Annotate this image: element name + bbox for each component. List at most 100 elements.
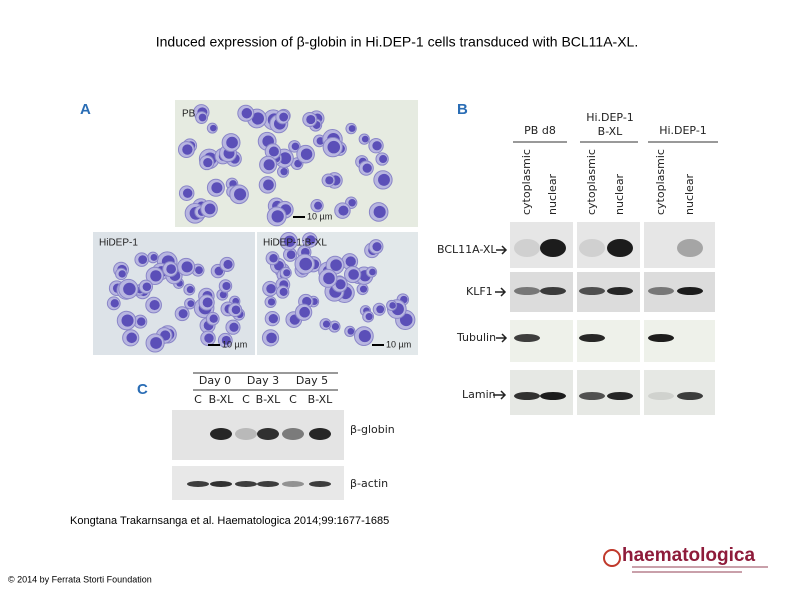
lane-label: B-XL: [209, 393, 235, 406]
nucleus: [279, 287, 288, 296]
band: [579, 334, 605, 342]
nucleus: [219, 291, 227, 299]
nucleus: [221, 335, 231, 345]
band: [677, 239, 703, 257]
nucleus: [268, 313, 278, 324]
nucleus: [110, 299, 119, 308]
band: [540, 239, 566, 257]
nucleus: [137, 317, 146, 326]
nucleus: [126, 332, 137, 344]
nucleus: [241, 108, 253, 119]
lane-gap: [573, 222, 577, 415]
nucleus: [372, 242, 382, 252]
band: [648, 334, 674, 342]
nucleus: [299, 306, 310, 318]
band: [607, 239, 633, 257]
nucleus: [223, 259, 233, 270]
nucleus: [379, 155, 388, 164]
nucleus: [325, 176, 334, 185]
band: [210, 481, 232, 487]
nucleus: [279, 112, 289, 122]
lane-label: nuclear: [546, 173, 559, 215]
nucleus: [291, 142, 300, 151]
nucleus: [204, 333, 214, 343]
nucleus: [198, 113, 207, 122]
citation: Kongtana Trakarnsanga et al. Haematologi…: [70, 515, 390, 527]
nucleus: [361, 135, 369, 143]
band: [210, 428, 232, 440]
nucleus: [306, 235, 316, 245]
band: [235, 481, 257, 487]
scale-label: 10 µm: [222, 339, 247, 349]
nucleus: [203, 157, 213, 168]
group-label: PB d8: [524, 124, 556, 137]
nucleus: [365, 313, 373, 321]
nucleus: [150, 254, 158, 261]
nucleus: [338, 205, 349, 216]
nucleus: [123, 282, 136, 296]
logo-mark: [603, 549, 621, 567]
band: [309, 481, 331, 487]
lane-label: cytoplasmic: [654, 149, 667, 215]
nucleus: [389, 302, 396, 309]
nucleus: [359, 285, 368, 293]
nucleus: [211, 182, 223, 194]
nucleus: [314, 201, 323, 210]
nucleus: [150, 270, 162, 282]
lane-label: nuclear: [683, 173, 696, 215]
nucleus: [266, 332, 277, 344]
nucleus: [358, 329, 371, 343]
band: [257, 481, 279, 487]
nucleus: [268, 146, 279, 157]
band: [648, 287, 674, 295]
blot: [510, 370, 715, 415]
nucleus: [142, 282, 152, 292]
row-label: Lamin: [462, 388, 496, 401]
band: [187, 481, 209, 487]
nucleus: [331, 322, 340, 331]
nucleus: [284, 235, 296, 247]
blot: [510, 320, 715, 362]
nucleus: [376, 305, 385, 314]
nucleus: [348, 125, 356, 132]
nucleus: [222, 281, 231, 291]
nucleus: [271, 210, 284, 223]
nucleus: [195, 266, 203, 275]
nucleus: [209, 314, 218, 323]
band: [677, 392, 703, 400]
panel-label: C: [137, 381, 148, 398]
nucleus: [286, 250, 296, 260]
nucleus: [226, 136, 238, 149]
nucleus: [202, 297, 213, 308]
lane-label: cytoplasmic: [585, 149, 598, 215]
nucleus: [234, 188, 247, 201]
nucleus: [300, 148, 313, 160]
band: [540, 287, 566, 295]
nucleus: [210, 124, 217, 132]
lane-gap: [640, 222, 644, 415]
nucleus: [181, 261, 193, 273]
image-label: PB: [182, 109, 196, 120]
nucleus: [166, 264, 176, 274]
nucleus: [330, 259, 342, 271]
lane-label: cytoplasmic: [520, 149, 533, 215]
nucleus: [182, 144, 193, 155]
panel-label: B: [457, 101, 468, 118]
nucleus: [149, 299, 160, 311]
group-label: Hi.DEP-1: [659, 124, 707, 137]
logo: haematologica: [622, 545, 755, 566]
band: [607, 287, 633, 295]
logo-tagline: [632, 566, 768, 568]
nucleus: [283, 269, 291, 277]
nucleus: [279, 152, 292, 165]
lane-label: C: [289, 393, 297, 406]
band: [282, 428, 304, 440]
nucleus: [204, 203, 216, 215]
nucleus: [187, 300, 195, 308]
nucleus: [266, 283, 276, 294]
band: [235, 428, 257, 440]
copyright: © 2014 by Ferrata Storti Foundation: [8, 574, 152, 584]
nucleus: [299, 257, 313, 271]
band: [579, 239, 605, 257]
band: [514, 239, 540, 257]
